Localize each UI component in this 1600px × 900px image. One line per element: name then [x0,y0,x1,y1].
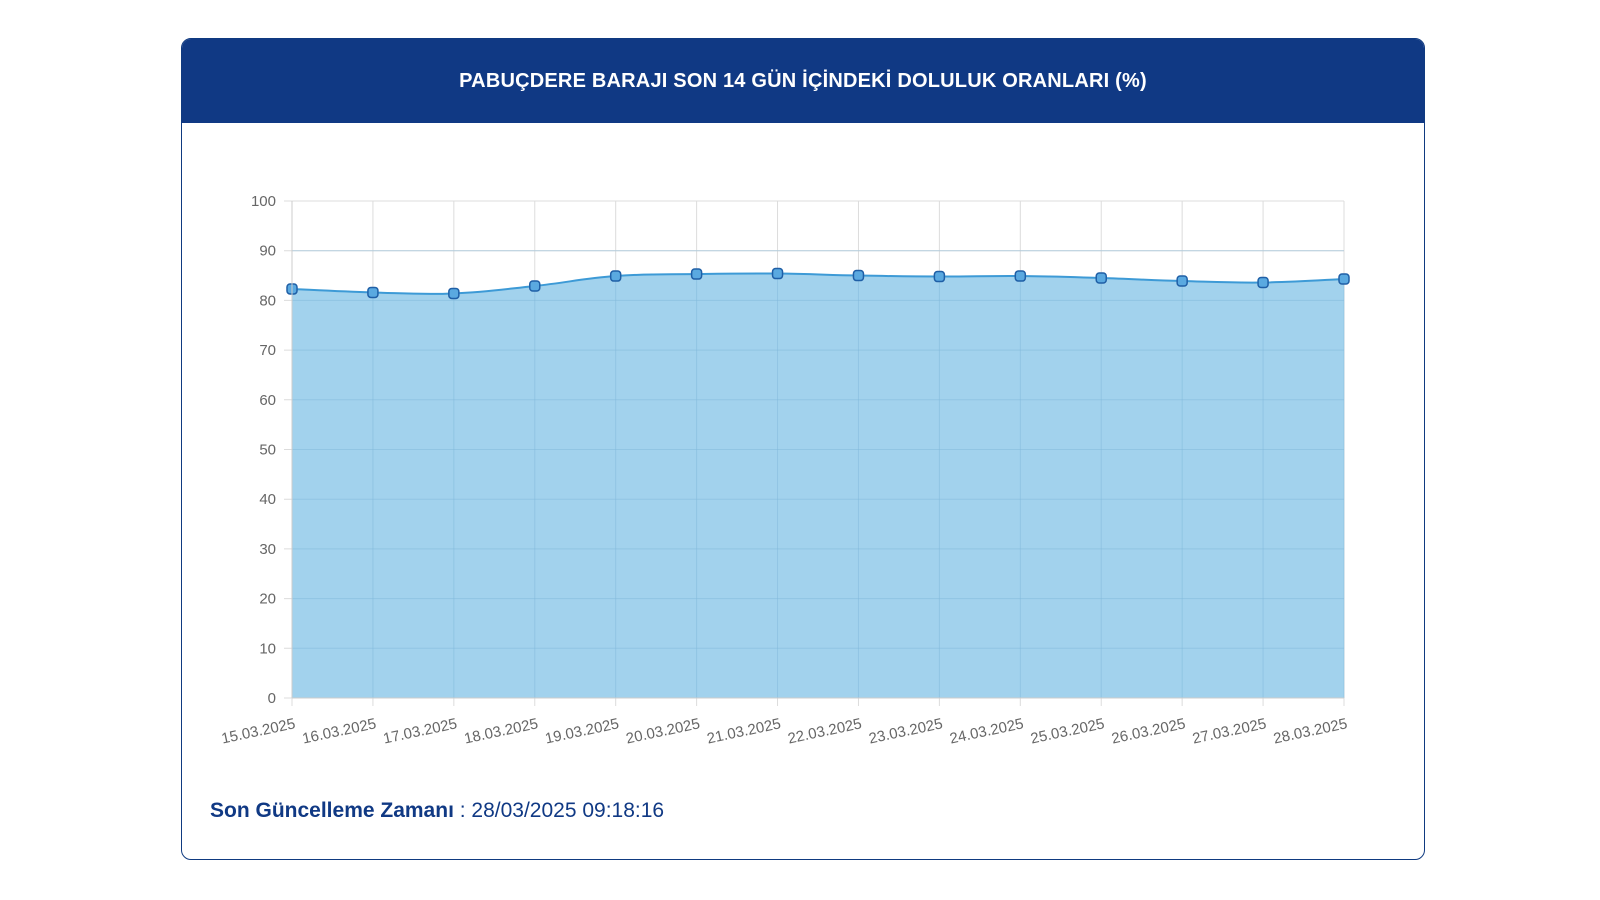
y-tick-label: 70 [259,342,276,359]
y-tick-label: 20 [259,591,276,608]
x-tick-label: 15.03.2025 [220,715,297,747]
y-tick-label: 100 [251,193,276,210]
dam-chart-card: PABUÇDERE BARAJI SON 14 GÜN İÇİNDEKİ DOL… [181,38,1425,860]
data-point [852,269,865,282]
fill-rate-chart: 0 10 20 30 40 50 60 70 80 90 100 15.03.2025 16.03.20… [220,193,1350,748]
y-tick-label: 60 [259,392,276,409]
x-tick-label: 18.03.2025 [463,715,540,747]
x-tick-label: 28.03.2025 [1272,715,1349,747]
data-point [690,268,703,280]
data-point [1257,276,1269,289]
x-tick-label: 21.03.2025 [705,715,782,747]
series-area [292,273,1344,698]
x-tick-label: 22.03.2025 [786,715,863,747]
x-tick-label: 23.03.2025 [867,715,944,747]
y-tick-label: 50 [259,442,276,459]
x-tick-label: 19.03.2025 [544,715,621,747]
data-point [1095,272,1107,284]
x-tick-label: 27.03.2025 [1191,715,1268,747]
y-tick-label: 90 [259,243,276,260]
x-tick-label: 24.03.2025 [948,715,1025,747]
y-tick-label: 0 [268,690,276,707]
x-tick-label: 17.03.2025 [382,715,459,747]
y-tick-label: 40 [259,491,276,508]
data-point [771,267,784,280]
data-point [448,287,460,300]
last-update-separator: : [453,799,472,822]
chart-title: PABUÇDERE BARAJI SON 14 GÜN İÇİNDEKİ DOL… [459,69,1147,92]
last-update-value: 28/03/2025 09:18:16 [471,799,665,822]
data-point [1338,273,1350,285]
data-point [1176,275,1188,287]
y-tick-label: 10 [259,640,276,657]
x-tick-label: 25.03.2025 [1029,715,1106,747]
chart-area: 0 10 20 30 40 50 60 70 80 90 100 15.03.2025 16.03.20… [182,123,1424,763]
card-header: PABUÇDERE BARAJI SON 14 GÜN İÇİNDEKİ DOL… [182,39,1424,123]
y-tick-label: 30 [259,541,276,558]
data-point [529,280,541,292]
data-point [1014,270,1027,282]
last-update-label: Son Güncelleme Zamanı [210,799,454,822]
data-point [367,286,379,299]
data-point [609,270,622,282]
last-update: Son Güncelleme Zamanı : 28/03/2025 09:18… [210,799,664,823]
x-tick-label: 16.03.2025 [301,715,378,747]
x-tick-label: 20.03.2025 [624,715,701,747]
y-tick-label: 80 [259,292,276,309]
x-tick-label: 26.03.2025 [1110,715,1187,747]
data-point [933,270,946,283]
